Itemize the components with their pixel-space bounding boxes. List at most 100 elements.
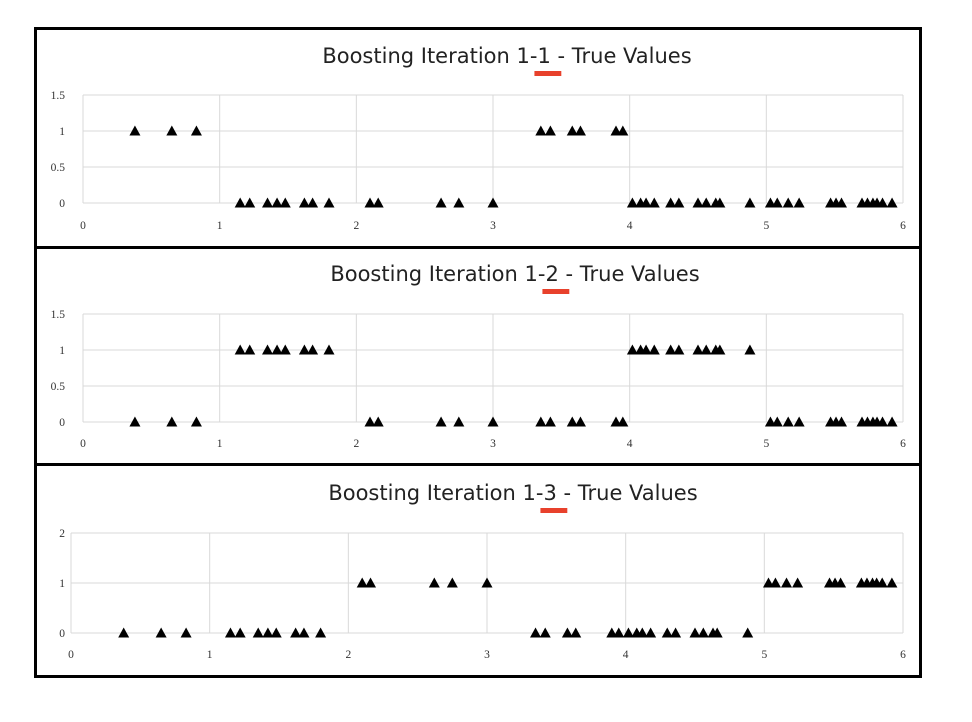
data-point-marker [886,197,898,208]
data-point-marker [435,197,447,208]
data-point-marker [307,197,319,208]
data-point-marker [566,125,578,136]
title-prefix: Boosting Iteration 1- [328,481,543,505]
y-tick-label: 0.5 [51,162,66,174]
data-point-marker [270,627,282,638]
data-point-marker [744,344,756,355]
x-tick-label: 4 [623,649,629,661]
data-point-marker [453,197,465,208]
x-tick-label: 1 [217,438,223,450]
data-point-marker [234,197,246,208]
data-point-marker [793,416,805,427]
y-tick-label: 1 [59,126,65,138]
title-prefix: Boosting Iteration 1- [330,262,545,286]
data-point-marker [700,197,712,208]
data-point-marker [530,627,542,638]
x-tick-label: 3 [484,649,490,661]
x-tick-label: 0 [80,438,86,450]
data-point-marker [364,416,376,427]
data-point-marker [298,627,310,638]
data-point-marker [640,344,652,355]
title-suffix: - True Values [559,262,700,286]
title-iteration-number: 1 [537,44,550,68]
chart-panel-1: Boosting Iteration 1-1 - True Values 0 1 2 3… [34,27,922,250]
data-point-marker [262,627,274,638]
data-point-marker [574,416,586,427]
highlight-underline [534,71,562,76]
data-point-marker [648,344,660,355]
data-point-marker [665,197,677,208]
title-iteration-number: 2 [545,262,558,286]
data-point-marker [539,627,551,638]
x-tick-label: 6 [900,220,906,232]
data-point-marker [435,416,447,427]
data-point-marker [836,416,847,427]
chart-title: Boosting Iteration 1-2 - True Values [330,262,699,286]
data-point-marker [166,125,178,136]
data-point-marker [561,627,573,638]
data-point-marker [566,416,578,427]
data-point-marker [877,416,888,427]
title-suffix: - True Values [551,44,692,68]
data-point-marker [481,577,493,588]
x-tick-label: 0 [80,220,86,232]
data-point-marker [544,125,556,136]
data-point-marker [307,344,319,355]
data-point-marker [224,627,236,638]
x-tick-label: 2 [353,220,359,232]
data-point-marker [453,416,465,427]
data-point-marker [244,344,256,355]
title-iteration-number: 3 [543,481,556,505]
x-tick-label: 2 [353,438,359,450]
x-tick-label: 5 [761,649,767,661]
data-point-marker [279,197,291,208]
y-tick-label: 0 [59,628,65,640]
chart-title: Boosting Iteration 1-1 - True Values [322,44,691,68]
data-point-marker [769,577,781,588]
data-point-marker [692,344,704,355]
data-point-marker [535,416,547,427]
x-tick-label: 3 [490,438,496,450]
highlight-underline [540,508,568,513]
data-point-marker [782,197,794,208]
data-point-marker [692,197,704,208]
data-point-marker [262,197,273,208]
x-tick-label: 2 [345,649,351,661]
x-tick-label: 6 [900,438,906,450]
data-point-marker [372,197,384,208]
data-point-marker [365,577,377,588]
data-point-marker [428,577,440,588]
highlight-underline [542,289,570,294]
data-point-marker [665,344,677,355]
data-point-marker [570,627,582,638]
data-point-marker [836,197,847,208]
y-tick-label: 2 [59,528,65,540]
scatter-chart-3: Boosting Iteration 1-3 - True Values 0 1 2 3… [59,481,906,661]
data-point-marker [487,416,499,427]
data-point-marker [190,416,202,427]
data-point-marker [617,416,629,427]
data-point-marker [714,197,726,208]
data-point-marker [290,627,302,638]
data-point-marker [372,416,384,427]
data-point-marker [622,627,634,638]
data-point-marker [574,125,586,136]
data-point-marker [876,577,888,588]
x-tick-label: 5 [763,438,769,450]
data-point-marker [298,344,310,355]
chart-title: Boosting Iteration 1-3 - True Values [328,481,697,505]
data-point-marker [234,344,246,355]
data-point-marker [298,197,310,208]
data-point-marker [645,627,657,638]
data-point-marker [673,197,685,208]
data-point-marker [886,577,898,588]
y-tick-label: 1.5 [51,309,66,321]
data-point-marker [640,197,652,208]
data-point-marker [535,125,547,136]
data-point-marker [613,627,625,638]
x-tick-label: 6 [900,649,906,661]
chart-panel-2: Boosting Iteration 1-2 - True Values 0 1 2 3… [34,246,922,467]
x-tick-label: 1 [207,649,213,661]
